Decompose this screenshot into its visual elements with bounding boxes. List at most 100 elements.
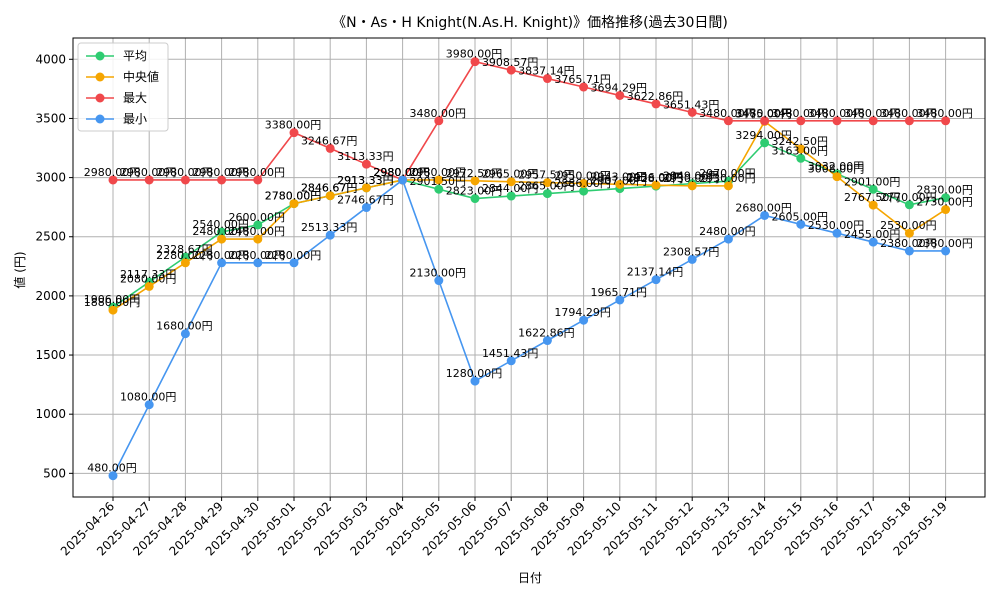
data-label: 1965.71円 xyxy=(591,286,648,299)
y-tick-label: 2500 xyxy=(35,230,66,244)
data-label: 3008.00円 xyxy=(808,163,865,176)
data-label: 1622.86円 xyxy=(518,327,575,340)
data-label: 2117.33円 xyxy=(120,268,177,281)
data-label: 2746.67円 xyxy=(337,194,394,207)
y-tick-label: 3000 xyxy=(35,171,66,185)
data-label: 480.00円 xyxy=(87,462,137,475)
series-2-point xyxy=(289,128,299,138)
data-label: 2823.00円 xyxy=(446,185,503,198)
series-2-point xyxy=(108,175,118,185)
series-1-point xyxy=(144,281,154,291)
data-label: 1880.00円 xyxy=(84,296,141,309)
data-label: 2913.33円 xyxy=(337,174,394,187)
data-label: 2530.00円 xyxy=(880,219,937,232)
data-label: 2980.00円 xyxy=(156,166,213,179)
data-label: 3837.14円 xyxy=(518,65,575,78)
data-label: 2480.00円 xyxy=(192,225,249,238)
data-label: 3622.86円 xyxy=(627,90,684,103)
data-label: 2137.14円 xyxy=(627,266,684,279)
series-2-point xyxy=(868,116,878,126)
series-2-point xyxy=(832,116,842,126)
legend-marker xyxy=(95,51,105,61)
plot-frame xyxy=(72,37,986,498)
series-2-point xyxy=(144,175,154,185)
data-label: 1794.29円 xyxy=(554,306,611,319)
series-0-point xyxy=(868,184,878,194)
data-label: 2540.00円 xyxy=(192,218,249,231)
series-3-point xyxy=(217,258,227,268)
data-label: 3480.00円 xyxy=(880,107,937,120)
data-label: 3694.29円 xyxy=(591,81,648,94)
series-3-point xyxy=(542,336,552,346)
data-label: 2308.57円 xyxy=(663,245,720,258)
y-tick-label: 3500 xyxy=(35,111,66,125)
data-label: 3480.00円 xyxy=(699,107,756,120)
legend-marker xyxy=(95,72,105,82)
series-1-point xyxy=(434,175,444,185)
series-1-point xyxy=(289,199,299,209)
series-0-point xyxy=(506,191,516,201)
series-1-point xyxy=(542,178,552,188)
legend-label: 最大 xyxy=(123,91,147,105)
data-label: 2380.00円 xyxy=(880,237,937,250)
data-label: 2513.33円 xyxy=(301,221,358,234)
data-label: 2980.00円 xyxy=(373,166,430,179)
data-label: 2780.00円 xyxy=(265,190,322,203)
x-axis-title: 日付 xyxy=(518,571,542,585)
data-label: 2605.00円 xyxy=(772,210,829,223)
y-tick-label: 500 xyxy=(43,466,66,480)
data-label: 3980.00円 xyxy=(446,48,503,61)
series-3-point xyxy=(325,230,335,240)
data-label: 2530.00円 xyxy=(808,219,865,232)
series-3-point xyxy=(398,175,408,185)
series-3-point xyxy=(144,400,154,410)
data-label: 3163.00円 xyxy=(772,144,829,157)
data-label: 2780.00円 xyxy=(265,190,322,203)
data-label: 2980.00円 xyxy=(373,166,430,179)
data-label: 2928.00円 xyxy=(627,172,684,185)
data-label: 3480.00円 xyxy=(772,107,829,120)
series-3-point xyxy=(361,203,371,213)
series-2-point xyxy=(325,143,335,153)
data-label: 2846.67円 xyxy=(301,182,358,195)
y-axis-title: 値 (円) xyxy=(12,251,27,288)
data-label: 3380.00円 xyxy=(265,119,322,132)
data-label: 2907.00円 xyxy=(591,175,648,188)
series-1-point xyxy=(579,179,589,189)
data-label: 2280.00円 xyxy=(156,249,213,262)
series-3-point xyxy=(760,210,770,220)
data-label: 3480.00円 xyxy=(916,107,973,120)
series-2-point xyxy=(687,107,697,117)
series-2-point xyxy=(941,116,951,126)
data-label: 3480.00円 xyxy=(808,107,865,120)
series-1-point xyxy=(325,191,335,201)
series-3-point xyxy=(651,275,661,285)
series-3-point xyxy=(687,254,697,264)
data-label: 1280.00円 xyxy=(446,367,503,380)
legend-marker xyxy=(95,114,105,124)
series-line-2 xyxy=(113,60,946,181)
series-0-point xyxy=(904,200,914,210)
series-2-point xyxy=(579,82,589,92)
legend-box xyxy=(77,42,169,132)
series-3-point xyxy=(579,315,589,325)
data-label: 2943.00円 xyxy=(591,170,648,183)
series-3-point xyxy=(506,356,516,366)
data-label: 2280.00円 xyxy=(192,249,249,262)
series-2-point xyxy=(217,175,227,185)
y-tick-label: 2000 xyxy=(35,289,66,303)
data-label: 1080.00円 xyxy=(120,391,177,404)
series-2-point xyxy=(904,116,914,126)
series-3-point xyxy=(434,276,444,286)
series-1-point xyxy=(108,305,118,315)
series-1-point xyxy=(217,234,227,244)
data-label: 2865.00円 xyxy=(518,180,575,193)
data-label: 2844.00円 xyxy=(482,182,539,195)
data-label: 1906.00円 xyxy=(84,293,141,306)
data-label: 3765.71円 xyxy=(554,73,611,86)
legend-marker xyxy=(95,93,105,103)
series-3-point xyxy=(289,258,299,268)
series-0-point xyxy=(796,153,806,163)
series-1-point xyxy=(904,228,914,238)
chart-title: 《N・As・H Knight(N.As.H. Knight)》価格推移(過去30… xyxy=(332,15,728,31)
